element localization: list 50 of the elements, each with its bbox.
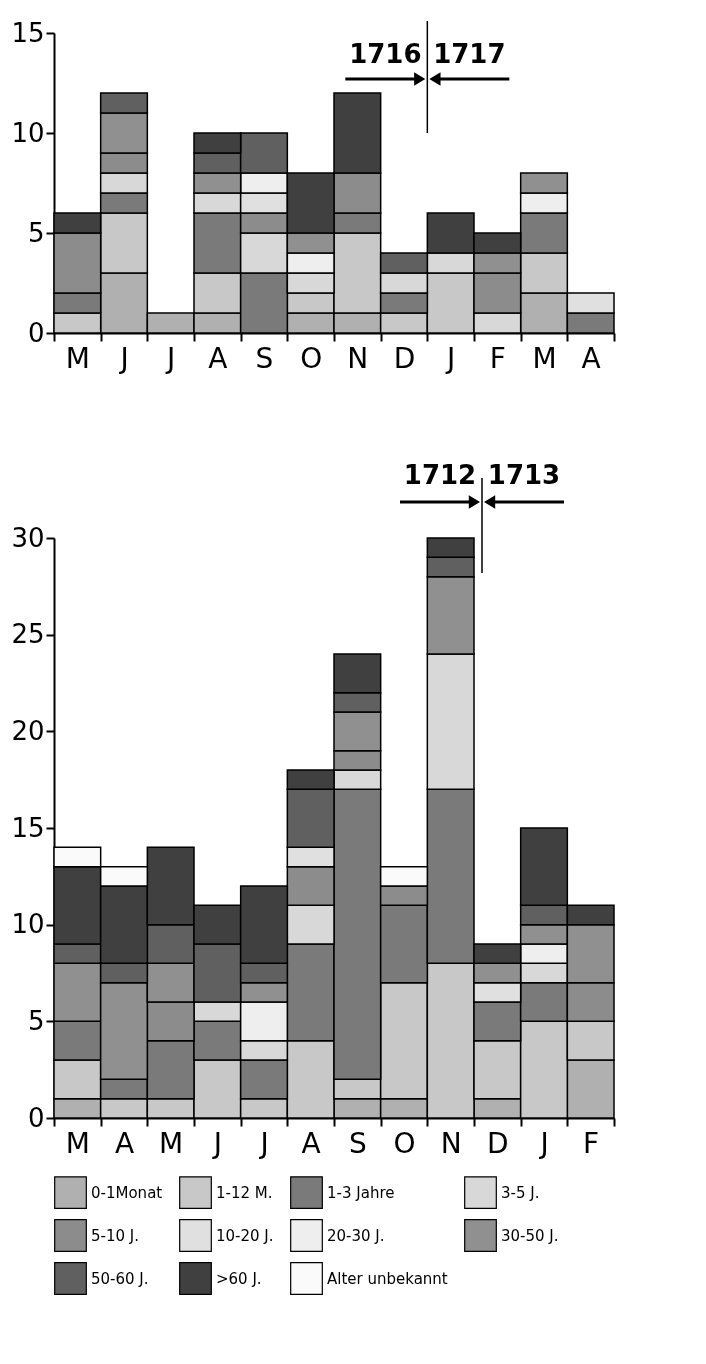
x-tick-label: O [300,341,323,375]
y-tick-label: 0 [27,317,45,348]
legend-label: 10-20 J. [216,1226,274,1245]
y-tick-label: 25 [11,619,45,650]
legend-label: 1-3 Jahre [327,1183,395,1202]
x-tick-label: J [538,1126,549,1160]
x-tick-label: J [165,341,176,375]
x-tick-label: A [114,1126,135,1160]
y-tick-label: 15 [11,17,45,48]
y-tick-label: 15 [11,812,45,843]
x-tick-label: S [348,1126,367,1160]
legend-label: Alter unbekannt [327,1269,448,1288]
x-tick-label: J [118,341,129,375]
x-tick-label: M [532,341,557,375]
annotation: 1716 [349,39,422,69]
x-tick-label: J [258,1126,269,1160]
x-tick-label: N [440,1126,462,1160]
legend-label: 50-60 J. [91,1269,149,1288]
annotation: 1717 [433,39,506,69]
text: 1712 [403,460,477,490]
legend-label: 5-10 J. [91,1226,140,1245]
x-tick-label: S [255,341,274,375]
x-tick-label: D [487,1126,509,1160]
x-tick-label: N [347,341,369,375]
y-tick-label: 10 [11,909,45,940]
y-tick-label: 5 [27,1005,45,1036]
y-tick-label: 20 [11,715,45,746]
legend-label: 20-30 J. [327,1226,385,1245]
y-tick-label: 10 [11,117,45,148]
y-tick-label: 0 [27,1102,45,1133]
x-tick-label: O [393,1126,416,1160]
x-tick-label: J [211,1126,222,1160]
x-tick-label: F [489,341,506,375]
legend-label: 30-50 J. [501,1226,559,1245]
legend-label: >60 J. [216,1269,262,1288]
y-tick-label: 5 [27,217,45,248]
x-tick-label: J [445,341,456,375]
legend-label: 3-5 J. [501,1183,540,1202]
legend-label: 1-12 M. [216,1183,273,1202]
x-tick-label: D [393,341,416,375]
text: 1713 [487,460,561,490]
x-tick-label: M [65,341,90,375]
x-tick-label: M [65,1126,90,1160]
x-tick-label: M [159,1126,184,1160]
x-tick-label: A [581,341,601,375]
y-tick-label: 30 [11,522,45,553]
legend-label: 0-1Monat [91,1183,163,1202]
x-tick-label: A [208,341,228,375]
x-tick-label: A [301,1126,321,1160]
x-tick-label: F [583,1126,600,1160]
